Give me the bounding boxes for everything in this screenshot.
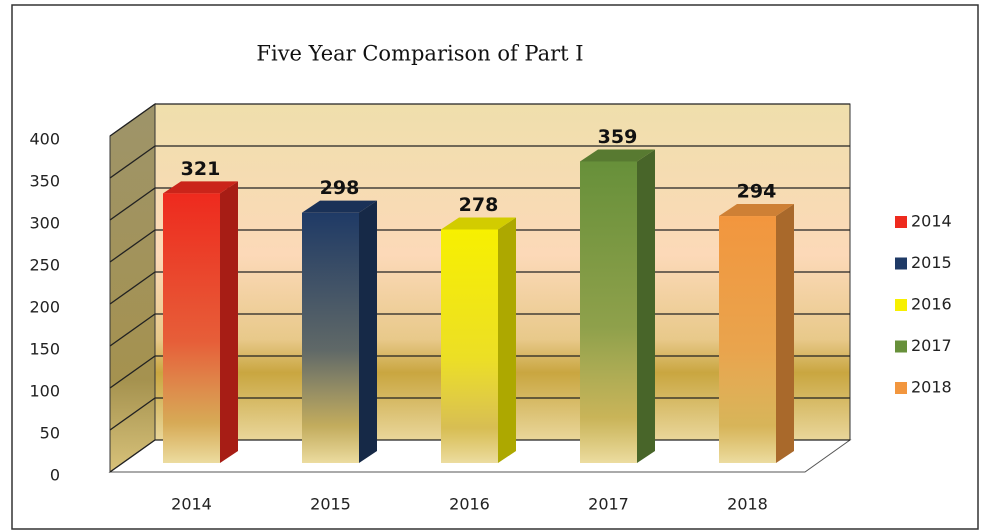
bar — [580, 149, 655, 463]
legend-label: 2014 — [911, 212, 952, 231]
bar-top — [163, 181, 238, 194]
value-label: 321 — [181, 158, 221, 180]
y-tick-label: 0 — [50, 466, 60, 485]
bar — [441, 217, 516, 463]
x-tick-label: 2015 — [310, 495, 351, 514]
legend-swatch — [895, 257, 907, 270]
legend-label: 2018 — [911, 378, 952, 397]
bar-shine — [302, 212, 359, 463]
y-tick-label: 350 — [29, 172, 60, 191]
y-tick-label: 400 — [29, 130, 60, 149]
value-label: 278 — [459, 194, 499, 216]
value-label: 294 — [737, 181, 777, 203]
y-tick-label: 250 — [29, 256, 60, 275]
bar — [719, 204, 794, 464]
grid-line — [109, 313, 156, 347]
grid-line — [109, 439, 156, 473]
grid-line — [109, 145, 156, 179]
legend-label: 2017 — [911, 336, 952, 355]
legend-swatch — [895, 340, 907, 353]
x-tick-label: 2018 — [727, 495, 768, 514]
bar-top — [580, 149, 655, 162]
bar-side — [498, 217, 516, 463]
legend-swatch — [895, 299, 907, 311]
legend-label: 2016 — [911, 295, 952, 314]
bar-shine — [441, 229, 498, 463]
bar-side — [637, 149, 655, 463]
y-tick-label: 300 — [29, 214, 60, 233]
chart-title: Five Year Comparison of Part I — [256, 42, 583, 66]
grid-line — [109, 229, 156, 263]
y-tick-label: 200 — [29, 298, 60, 317]
bar — [163, 181, 238, 464]
bar-shine — [580, 161, 637, 463]
bar-top — [441, 217, 516, 230]
y-tick-label: 50 — [40, 424, 60, 443]
bar-side — [359, 200, 377, 463]
bar-top — [302, 200, 377, 213]
y-tick-label: 150 — [29, 340, 60, 359]
bar — [302, 200, 377, 463]
grid-line — [109, 271, 156, 305]
bar-shine — [163, 193, 220, 464]
x-tick-label: 2016 — [449, 495, 490, 514]
y-tick-label: 100 — [29, 382, 60, 401]
grid-line — [109, 187, 156, 221]
legend-swatch — [895, 216, 907, 228]
bar-side — [220, 181, 238, 464]
legend-label: 2015 — [911, 253, 952, 272]
grid-line — [109, 397, 156, 431]
grid-line — [109, 103, 156, 137]
bar-top — [719, 204, 794, 217]
value-label: 298 — [320, 177, 360, 199]
x-tick-label: 2014 — [171, 495, 212, 514]
value-label: 359 — [598, 126, 638, 148]
bar-shine — [719, 216, 776, 463]
grid-line — [109, 355, 156, 389]
legend-swatch — [895, 382, 907, 394]
x-tick-label: 2017 — [588, 495, 629, 514]
bar-side — [776, 204, 794, 464]
